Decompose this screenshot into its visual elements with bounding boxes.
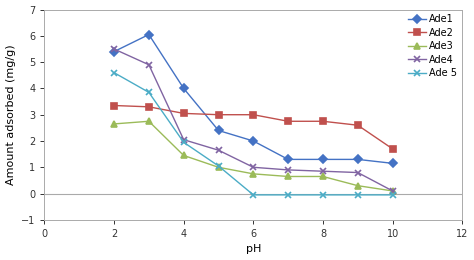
Line: Ade4: Ade4 [110, 46, 396, 194]
Ade1 [111, 50, 117, 53]
Ade4 [250, 166, 256, 169]
Ade3 [355, 184, 361, 187]
Ade4 [285, 168, 291, 172]
Ade2 [216, 113, 221, 116]
Ade1 [216, 129, 221, 132]
Ade4 [216, 149, 221, 152]
Ade1 [355, 158, 361, 161]
Ade3 [250, 172, 256, 176]
Ade2 [181, 112, 187, 115]
Ade3 [181, 154, 187, 157]
Ade2 [390, 147, 395, 151]
Ade3 [285, 175, 291, 178]
Ade3 [146, 120, 152, 123]
Ade 5 [390, 193, 395, 197]
Ade1 [390, 162, 395, 165]
Ade 5 [320, 193, 326, 197]
X-axis label: pH: pH [246, 244, 261, 255]
Ade 5 [216, 164, 221, 167]
Ade4 [390, 189, 395, 192]
Ade 5 [250, 193, 256, 197]
Ade1 [146, 33, 152, 36]
Ade 5 [111, 71, 117, 74]
Ade2 [111, 104, 117, 107]
Ade1 [320, 158, 326, 161]
Ade2 [146, 105, 152, 108]
Line: Ade1: Ade1 [111, 32, 395, 166]
Ade3 [216, 166, 221, 169]
Line: Ade3: Ade3 [111, 119, 395, 194]
Ade2 [355, 124, 361, 127]
Line: Ade2: Ade2 [111, 103, 395, 152]
Line: Ade 5: Ade 5 [110, 69, 396, 198]
Ade2 [320, 120, 326, 123]
Ade3 [390, 189, 395, 192]
Ade4 [181, 138, 187, 141]
Ade4 [355, 171, 361, 174]
Ade3 [111, 122, 117, 126]
Ade3 [320, 175, 326, 178]
Ade4 [320, 170, 326, 173]
Ade 5 [146, 91, 152, 94]
Ade1 [181, 87, 187, 90]
Ade 5 [355, 193, 361, 197]
Ade 5 [181, 141, 187, 144]
Ade1 [250, 139, 256, 142]
Ade1 [285, 158, 291, 161]
Ade2 [250, 113, 256, 116]
Ade2 [285, 120, 291, 123]
Ade4 [146, 63, 152, 66]
Ade4 [111, 47, 117, 50]
Y-axis label: Amount adsorbed (mg/g): Amount adsorbed (mg/g) [6, 44, 16, 185]
Ade 5 [285, 193, 291, 197]
Legend: Ade1, Ade2, Ade3, Ade4, Ade 5: Ade1, Ade2, Ade3, Ade4, Ade 5 [405, 11, 460, 81]
